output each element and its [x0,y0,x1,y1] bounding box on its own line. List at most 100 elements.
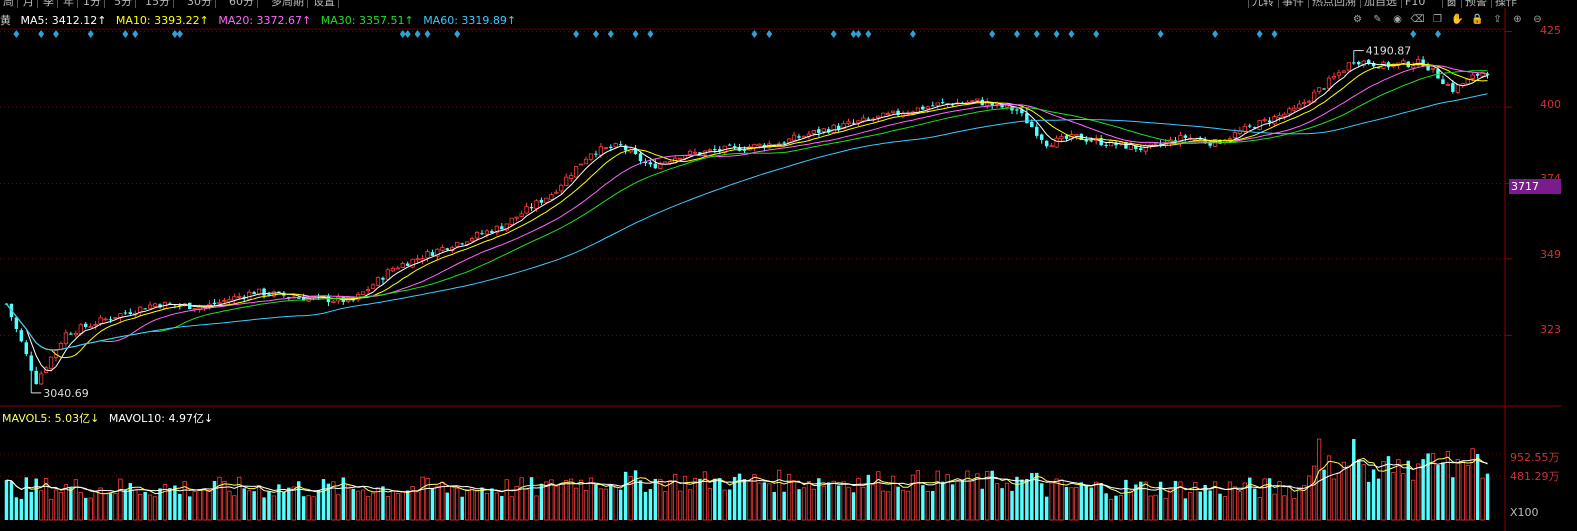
ma10-line [6,63,1488,359]
candle-body [925,106,930,110]
candle-body [256,288,262,295]
period-tab[interactable]: 多周期 [268,0,308,8]
candle-body [727,144,732,146]
volume-bar [1064,487,1069,520]
volume-bar [1366,481,1371,520]
hand-icon[interactable]: ✋ [1451,14,1464,25]
volume-bar [1371,469,1376,520]
volume-bar [791,480,797,521]
signal-diamond [1013,30,1020,38]
candle-body [24,342,29,355]
volume-bar [306,495,311,521]
period-tab[interactable]: 60分 [226,0,258,8]
pen-icon[interactable]: ✎ [1373,14,1382,25]
candle-body [490,230,494,233]
ma30-line [6,70,1488,351]
candle-body [147,304,153,309]
candle-body [1451,83,1455,92]
candle-body [370,284,376,289]
candle-body [1039,134,1044,140]
period-tab[interactable]: 15分 [142,0,174,8]
volume-bar [48,498,54,521]
volume-bar [1118,495,1124,521]
action-tab[interactable]: 热点回溯 [1308,0,1359,8]
delete-icon[interactable]: ⌫ [1410,14,1425,25]
volume-bar [539,483,544,520]
lock-icon[interactable]: 🔒 [1471,14,1484,25]
candle-body [718,149,722,152]
period-tab[interactable]: 30分 [184,0,216,8]
eye-icon[interactable]: ◉ [1393,14,1402,25]
action-tab[interactable]: 九转 [1248,0,1277,8]
volume-bar [98,487,103,521]
volume-bar [29,491,33,520]
volume-bar [786,473,792,521]
volume-bar [321,479,326,520]
volume-bar [381,486,385,520]
volume-bar [762,482,767,520]
ma5-label: MA5: 3412.12↑ [20,14,107,27]
volume-bar [841,481,846,521]
volume-bar [767,483,772,521]
volume-bar [1302,485,1307,521]
candle-body [623,145,628,151]
volume-bar [1357,459,1361,520]
candle-body [609,146,613,149]
candle-body [534,200,539,209]
settings-icon[interactable]: ⚙ [1353,14,1362,25]
volume-bar [1316,438,1322,521]
volume-bar [826,482,831,520]
period-tab[interactable]: 周 [0,0,18,8]
candle-body [83,323,88,327]
candle-body [271,291,277,297]
volume-bar [252,491,256,520]
signal-diamond [909,30,916,38]
period-tab[interactable]: 设置 [310,0,339,8]
candle-body [385,269,391,280]
candle-body [598,146,604,156]
action-tab[interactable]: 预警 [1461,0,1490,8]
period-tab[interactable]: 1分 [80,0,105,8]
action-tab[interactable]: 加自选 [1360,0,1400,8]
period-tab[interactable]: 年 [60,0,78,8]
candle-body [331,300,336,303]
zoom-out-icon[interactable]: ⊖ [1533,14,1542,25]
candle-body [267,294,271,296]
period-tab[interactable]: 5分 [111,0,136,8]
candle-body [588,153,594,160]
zoom-in-icon[interactable]: ⊕ [1513,14,1522,25]
volume-bar [360,489,366,521]
candle-body [613,143,618,148]
volume-bar [1074,487,1079,521]
volume-bar [861,486,866,521]
candle-body [791,134,797,141]
upload-icon[interactable]: ⇪ [1493,14,1502,25]
signal-diamond [989,30,996,38]
volume-bar [1193,482,1198,521]
candle-body [1322,88,1326,90]
candle-body [866,118,871,120]
signal-diamond [850,30,857,38]
volume-bar [1158,481,1163,520]
volume-bar [1039,483,1044,520]
volume-bar [1004,482,1010,521]
volume-bar [504,479,509,521]
action-tab[interactable]: F10 [1401,0,1428,8]
candle-body [698,152,702,155]
period-tab[interactable]: 月 [20,0,38,8]
candle-body [1084,139,1089,142]
volume-bar [450,485,455,521]
volume-bar [1168,488,1173,521]
candle-body [1475,73,1480,76]
period-tab[interactable]: 季 [40,0,58,8]
action-tab[interactable]: 操作 [1491,0,1520,8]
candle-body [896,110,900,115]
action-tab[interactable]: 事件 [1278,0,1307,8]
volume-bar [1277,481,1282,521]
copy-icon[interactable]: ❐ [1433,14,1442,25]
volume-bar [445,492,450,520]
signal-diamond [830,30,837,38]
action-tab[interactable]: 窗 [1442,0,1460,8]
signal-diamond [132,30,139,38]
